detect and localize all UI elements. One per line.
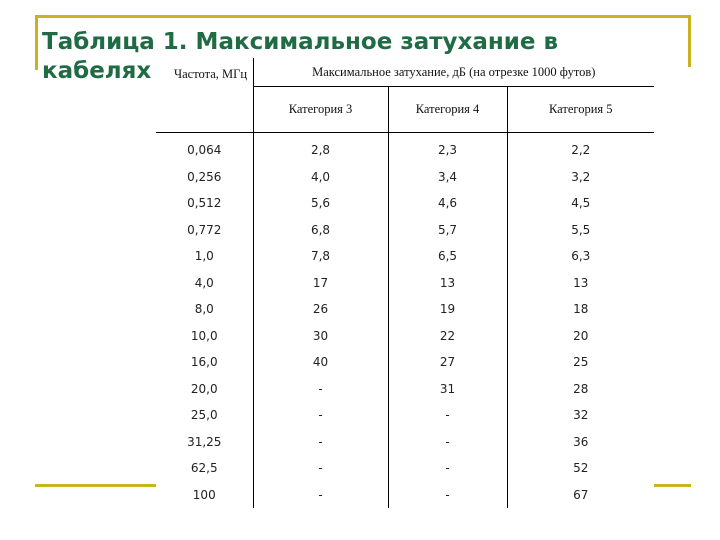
category-3-cell: 30 [253,322,389,349]
category-4-cell: 19 [388,296,508,323]
category-5-cell: 13 [573,275,589,290]
table-category-row: Категория 3 Категория 4 Категория 5 [156,86,655,133]
category-3-cell: - [253,402,389,429]
category-5-cell: 52 [573,461,589,476]
frequency-cell: 20,0 [156,375,254,402]
category-3-cell: 17 [253,269,389,296]
category-4-cell: 3,4 [388,163,508,190]
table-row: 8,0 26 19 18 [156,296,654,323]
category-4-cell: 2,3 [388,132,508,164]
category-3-cell: 26 [253,296,389,323]
category-3-cell: - [253,375,389,402]
category-3-cell: 2,8 [253,132,389,164]
category-4-cell: 6,5 [388,243,508,270]
category-4-cell: - [388,402,508,429]
category-5-cell: 32 [573,408,589,423]
table-row: 1,0 7,8 6,5 6,3 [156,243,654,270]
category-3-header: Категория 3 [253,86,389,133]
table-row: 0,772 6,8 5,7 5,5 [156,216,654,243]
frequency-cell: 8,0 [156,296,254,323]
category-5-cell: 5,5 [571,222,591,237]
table-row: 0,512 5,6 4,6 4,5 [156,190,654,217]
table-row: 62,5- -52 [156,455,654,482]
category-4-cell: 13 [388,269,508,296]
category-4-cell: 5,7 [388,216,508,243]
frequency-cell: 25,0 [156,402,254,429]
frequency-cell: 100 [156,481,254,508]
category-5-cell: 67 [573,487,589,502]
category-5-cell: 4,5 [571,196,591,211]
right-accent-bar [688,15,691,67]
table-row: 10,0 30 22 20 [156,322,654,349]
category-5-cell: 20 [573,328,589,343]
category-5-cell: 36 [573,434,589,449]
category-3-cell: - [253,481,389,508]
table-header-row: Частота, МГц Максимальное затухание, дБ … [156,58,655,133]
slide-title: Таблица 1. Максимальное затухание в кабе… [42,29,559,84]
category-5-cell: 3,2 [571,169,591,184]
attenuation-span-header: Максимальное затухание, дБ (на отрезке 1… [253,58,655,87]
frequency-cell: 0,512 [156,190,254,217]
frequency-cell: 31,25 [156,428,254,455]
category-3-cell: 4,0 [253,163,389,190]
category-5-cell: 18 [573,302,589,317]
frequency-cell: 0,256 [156,163,254,190]
frequency-cell: 10,0 [156,322,254,349]
category-5-cell: 2,2 [571,143,591,158]
left-accent-bar [35,15,38,70]
table-row: 31,25- -36 [156,428,654,455]
category-4-cell: 31 [388,375,508,402]
table-body: 0,064 2,8 2,3 2,2 0,256 4,0 3,4 3,2 0,512 5,6 4,6 4… [156,132,654,508]
category-5-cell: 6,3 [571,249,591,264]
table-row: 20,0-31 28 [156,375,654,402]
attenuation-table: Частота, МГц Максимальное затухание, дБ … [156,58,655,508]
table-row: 0,064 2,8 2,3 2,2 [156,132,654,164]
category-4-cell: - [388,455,508,482]
frequency-column-header: Частота, МГц [156,58,254,133]
frequency-cell: 0,772 [156,216,254,243]
frequency-cell: 0,064 [156,132,254,164]
category-3-cell: 5,6 [253,190,389,217]
frequency-cell: 1,0 [156,243,254,270]
frequency-cell: 62,5 [156,455,254,482]
table-row: 16,0 40 27 25 [156,349,654,376]
attenuation-table-container: Частота, МГц Максимальное затухание, дБ … [156,58,655,508]
frequency-cell: 16,0 [156,349,254,376]
table-row: 25,0- -32 [156,402,654,429]
table-row: 0,256 4,0 3,4 3,2 [156,163,654,190]
category-3-cell: - [253,428,389,455]
table-row: 100- -67 [156,481,654,508]
frequency-cell: 4,0 [156,269,254,296]
table-row: 4,0 17 13 13 [156,269,654,296]
category-4-cell: - [388,428,508,455]
category-3-cell: 7,8 [253,243,389,270]
category-5-cell: 25 [573,355,589,370]
category-4-header: Категория 4 [388,86,508,133]
category-4-cell: 4,6 [388,190,508,217]
category-5-cell: 28 [573,381,589,396]
category-3-cell: 6,8 [253,216,389,243]
category-4-cell: 22 [388,322,508,349]
category-3-cell: 40 [253,349,389,376]
category-4-cell: - [388,481,508,508]
top-accent-bar [35,15,691,18]
category-5-header: Категория 5 [507,86,655,133]
category-3-cell: - [253,455,389,482]
category-4-cell: 27 [388,349,508,376]
